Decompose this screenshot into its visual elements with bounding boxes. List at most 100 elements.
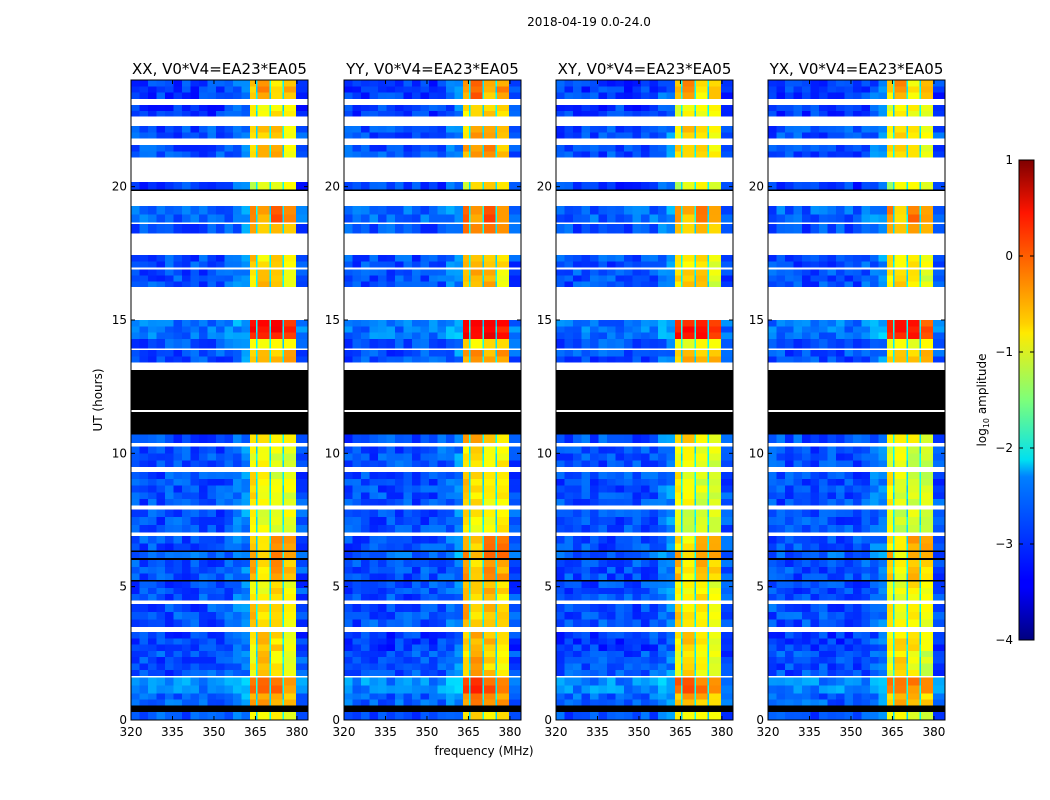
heatmap-cell bbox=[674, 92, 682, 99]
heatmap-cell bbox=[835, 611, 845, 620]
heatmap-cell bbox=[207, 552, 217, 559]
heatmap-cell bbox=[282, 453, 285, 461]
heatmap-cell bbox=[156, 356, 166, 363]
heatmap-cell bbox=[495, 712, 498, 721]
heatmap-cell bbox=[462, 485, 470, 493]
heatmap-cell bbox=[681, 326, 683, 333]
heatmap-cell bbox=[564, 151, 574, 158]
heatmap-cell bbox=[810, 498, 820, 506]
heatmap-cell bbox=[606, 581, 616, 588]
heatmap-cell bbox=[147, 619, 157, 627]
heatmap-cell bbox=[256, 485, 258, 493]
heatmap-cell bbox=[556, 144, 565, 152]
heatmap-cell bbox=[403, 552, 413, 559]
heatmap-cell bbox=[131, 332, 140, 339]
heatmap-cell bbox=[886, 566, 894, 574]
heatmap-cell bbox=[156, 498, 166, 506]
heatmap-cell bbox=[495, 644, 498, 651]
heatmap-cell bbox=[296, 587, 309, 595]
heatmap-cell bbox=[420, 619, 430, 627]
heatmap-cell bbox=[623, 132, 633, 139]
heatmap-cell bbox=[640, 214, 650, 223]
heatmap-cell bbox=[640, 669, 650, 677]
heatmap-cell bbox=[681, 446, 683, 454]
heatmap-cell bbox=[139, 472, 149, 479]
heatmap-cell bbox=[224, 255, 234, 262]
heatmap-cell bbox=[598, 619, 608, 627]
heatmap-cell bbox=[509, 644, 522, 651]
heatmap-cell bbox=[674, 498, 682, 506]
heatmap-cell bbox=[147, 693, 157, 700]
heatmap-cell bbox=[509, 332, 522, 339]
heatmap-cell bbox=[801, 650, 811, 658]
heatmap-cell bbox=[256, 126, 258, 133]
heatmap-cell bbox=[623, 552, 633, 559]
heatmap-cell bbox=[835, 524, 845, 533]
heatmap-cell bbox=[844, 693, 854, 700]
heatmap-cell bbox=[649, 573, 659, 581]
heatmap-cell bbox=[921, 566, 934, 574]
heatmap-cell bbox=[852, 536, 862, 544]
heatmap-cell bbox=[572, 326, 582, 333]
heatmap-cell bbox=[695, 261, 708, 268]
heatmap-cell bbox=[509, 593, 522, 601]
heatmap-cell bbox=[411, 478, 421, 486]
heatmap-cell bbox=[241, 581, 251, 588]
heatmap-cell bbox=[403, 524, 413, 533]
heatmap-cell bbox=[878, 434, 888, 443]
heatmap-cell bbox=[695, 269, 708, 276]
heatmap-cell bbox=[495, 472, 498, 479]
heatmap-cell bbox=[352, 498, 362, 506]
heatmap-cell bbox=[369, 356, 379, 363]
heatmap-cell bbox=[344, 144, 353, 152]
heatmap-cell bbox=[682, 326, 695, 333]
heatmap-cell bbox=[709, 677, 722, 686]
heatmap-cell bbox=[666, 656, 676, 664]
flagged-segment bbox=[131, 370, 308, 411]
heatmap-cell bbox=[818, 611, 828, 620]
no-data-segment bbox=[556, 267, 733, 270]
heatmap-cell bbox=[906, 566, 909, 574]
heatmap-cell bbox=[606, 498, 616, 506]
heatmap-cell bbox=[181, 685, 191, 694]
heatmap-cell bbox=[428, 524, 438, 533]
heatmap-cell bbox=[818, 446, 828, 454]
heatmap-cell bbox=[784, 566, 794, 574]
heatmap-cell bbox=[606, 543, 616, 551]
no-data-segment bbox=[556, 348, 733, 351]
heatmap-cell bbox=[232, 281, 242, 288]
heatmap-cell bbox=[721, 320, 734, 327]
heatmap-cell bbox=[190, 224, 200, 234]
heatmap-cell bbox=[470, 80, 483, 87]
heatmap-cell bbox=[190, 524, 200, 533]
heatmap-cell bbox=[437, 269, 447, 276]
heatmap-cell bbox=[581, 224, 591, 234]
heatmap-cell bbox=[198, 566, 208, 574]
heatmap-cell bbox=[282, 663, 285, 670]
heatmap-cell bbox=[623, 350, 633, 357]
heatmap-cell bbox=[598, 132, 608, 139]
heatmap-cell bbox=[411, 126, 421, 133]
heatmap-cell bbox=[869, 677, 879, 686]
heatmap-cell bbox=[776, 560, 786, 567]
heatmap-cell bbox=[682, 151, 695, 158]
heatmap-cell bbox=[462, 472, 470, 479]
heatmap-cell bbox=[394, 573, 404, 581]
heatmap-cell bbox=[721, 593, 734, 601]
heatmap-cell bbox=[695, 214, 708, 223]
heatmap-cell bbox=[428, 214, 438, 223]
heatmap-cell bbox=[369, 281, 379, 288]
heatmap-cell bbox=[894, 712, 907, 721]
heatmap-cell bbox=[919, 472, 922, 479]
heatmap-cell bbox=[344, 516, 353, 525]
heatmap-cell bbox=[241, 536, 251, 544]
heatmap-cell bbox=[852, 699, 862, 706]
heatmap-cell bbox=[894, 677, 907, 686]
heatmap-cell bbox=[598, 693, 608, 700]
heatmap-cell bbox=[224, 677, 234, 686]
heatmap-cell bbox=[852, 498, 862, 506]
heatmap-cell bbox=[198, 650, 208, 658]
heatmap-cell bbox=[768, 656, 777, 664]
heatmap-cell bbox=[694, 485, 697, 493]
heatmap-cell bbox=[598, 669, 608, 677]
